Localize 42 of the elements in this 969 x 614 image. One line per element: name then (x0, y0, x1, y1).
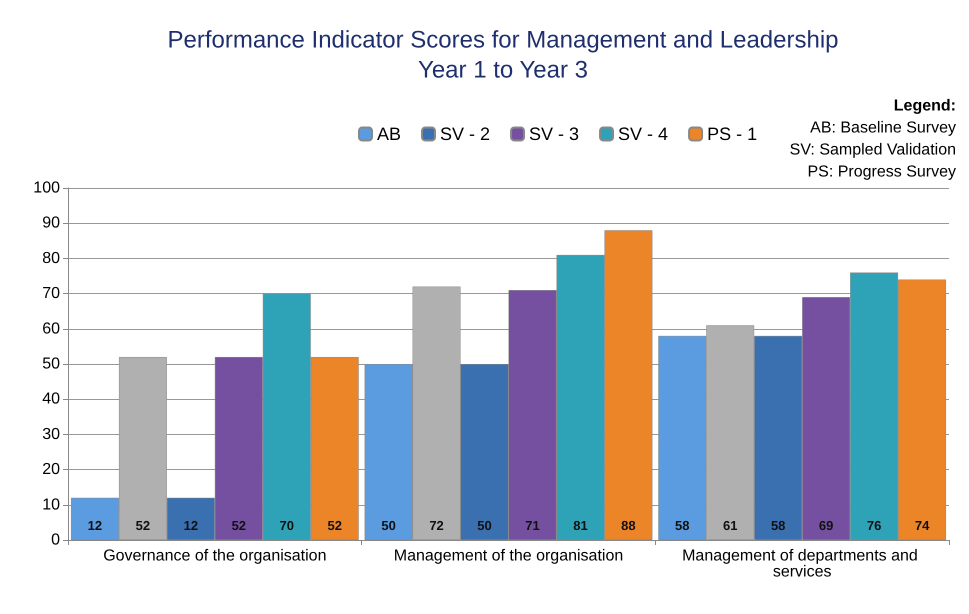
text: AB: Baseline Survey (810, 120, 956, 136)
y-tick-label: 10 (42, 496, 60, 514)
text: PS: Progress Survey (808, 164, 956, 180)
y-tick-label: 100 (33, 180, 60, 196)
x-tick-label: Management of the organisation (394, 548, 624, 564)
y-tick-label: 90 (42, 214, 60, 232)
data-label: 52 (136, 518, 150, 533)
x-tick-label: Governance of the organisation (103, 548, 326, 564)
text: SV: Sampled Validation (790, 142, 956, 158)
legend-label: SV - 4 (618, 124, 668, 144)
data-label: 52 (232, 518, 246, 533)
data-label: 50 (381, 518, 396, 533)
data-label: 81 (573, 518, 588, 533)
legend-label: PS - 1 (707, 124, 758, 144)
data-label: 58 (770, 518, 786, 533)
y-tick-label: 40 (42, 390, 60, 408)
data-label: 74 (914, 518, 930, 533)
data-label: 12 (88, 518, 102, 533)
data-label: 52 (328, 518, 342, 533)
y-tick-label: 0 (51, 532, 60, 548)
y-tick-label: 50 (42, 356, 60, 372)
y-tick-label: 30 (42, 426, 60, 443)
data-label: 61 (722, 518, 738, 533)
legend-label: SV - 2 (440, 124, 490, 144)
data-label: 70 (280, 518, 294, 533)
data-label: 71 (525, 518, 540, 533)
data-label: 72 (429, 518, 444, 533)
legend-label: SV - 3 (529, 124, 580, 144)
y-tick-label: 60 (42, 320, 60, 338)
text: Legend: (894, 98, 956, 114)
data-label: 76 (866, 518, 882, 533)
data-label: 88 (621, 518, 636, 533)
legend-label: AB (377, 124, 402, 144)
chart-title: Performance Indicator Scores for Management and Leadership Year 1 to Year 3 (167, 26, 839, 84)
y-tick-label: 80 (42, 250, 60, 267)
data-label: 58 (675, 518, 690, 533)
x-tick-label: Management of departments and services (682, 548, 922, 580)
y-tick-label: 20 (42, 461, 60, 478)
data-label: 69 (818, 518, 834, 533)
y-tick-label: 70 (42, 285, 60, 302)
data-label: 12 (184, 518, 198, 533)
data-label: 50 (477, 518, 492, 533)
